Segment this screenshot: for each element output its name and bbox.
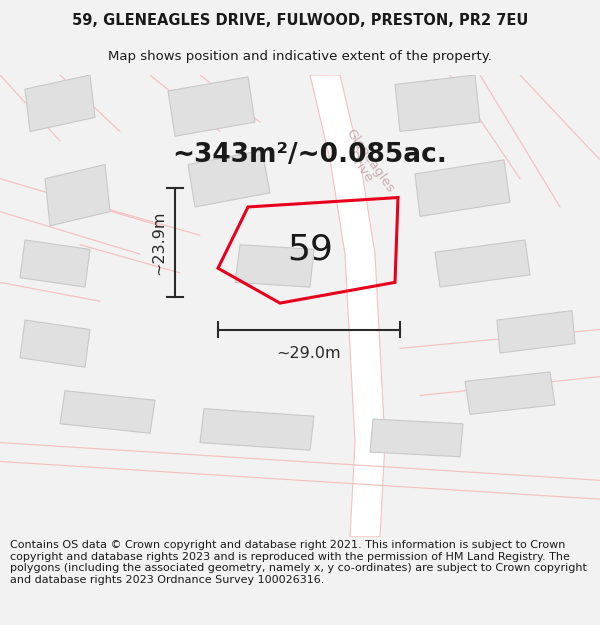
Polygon shape bbox=[20, 320, 90, 368]
Polygon shape bbox=[497, 311, 575, 353]
Polygon shape bbox=[465, 372, 555, 414]
Text: ~23.9m: ~23.9m bbox=[151, 210, 167, 274]
Text: Contains OS data © Crown copyright and database right 2021. This information is : Contains OS data © Crown copyright and d… bbox=[10, 540, 586, 585]
Text: Gleneagles
Drive: Gleneagles Drive bbox=[334, 127, 397, 202]
Text: ~29.0m: ~29.0m bbox=[277, 346, 341, 361]
Polygon shape bbox=[370, 419, 463, 457]
Polygon shape bbox=[188, 151, 270, 207]
Polygon shape bbox=[60, 391, 155, 433]
Polygon shape bbox=[415, 160, 510, 216]
Polygon shape bbox=[395, 75, 480, 131]
Polygon shape bbox=[435, 240, 530, 287]
Text: ~343m²/~0.085ac.: ~343m²/~0.085ac. bbox=[173, 142, 448, 168]
Polygon shape bbox=[25, 75, 95, 131]
Polygon shape bbox=[200, 409, 314, 450]
Polygon shape bbox=[235, 244, 314, 287]
Polygon shape bbox=[168, 77, 255, 136]
Text: 59: 59 bbox=[287, 232, 333, 266]
Polygon shape bbox=[45, 164, 110, 226]
Polygon shape bbox=[20, 240, 90, 287]
Text: Map shows position and indicative extent of the property.: Map shows position and indicative extent… bbox=[108, 49, 492, 62]
Text: 59, GLENEAGLES DRIVE, FULWOOD, PRESTON, PR2 7EU: 59, GLENEAGLES DRIVE, FULWOOD, PRESTON, … bbox=[72, 13, 528, 28]
Polygon shape bbox=[310, 75, 385, 537]
